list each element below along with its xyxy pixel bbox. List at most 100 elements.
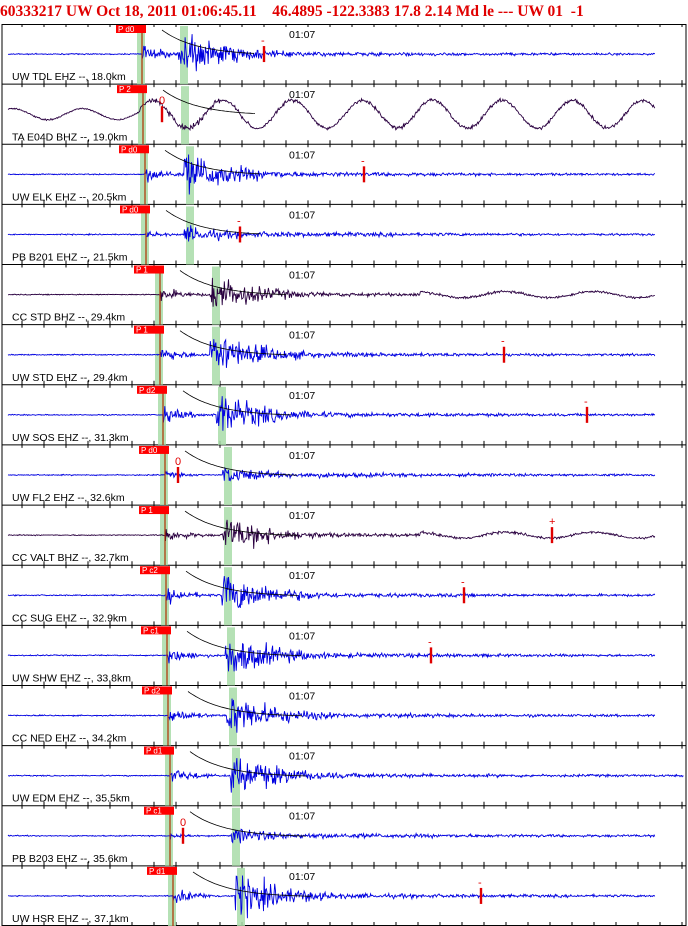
p-window-band — [165, 747, 173, 806]
p-pick-flag — [139, 506, 169, 515]
p-pick-label: P 2 — [119, 85, 131, 94]
waveform-trace — [7, 519, 656, 549]
p-pick-flag — [140, 566, 170, 575]
coda-curve — [179, 270, 287, 295]
p-window-band — [165, 807, 173, 866]
station-label: UW FL2 EHZ --, 32.6km — [12, 492, 125, 504]
p-pick-flag — [134, 325, 164, 334]
coda-curve — [182, 390, 292, 416]
coda-marker-label: - — [501, 336, 505, 348]
coda-curve — [165, 210, 261, 235]
time-label: 01:07 — [289, 29, 315, 41]
p-pick-label: P c1 — [146, 807, 162, 816]
time-label: 01:07 — [289, 89, 315, 101]
coda-curve — [164, 149, 260, 175]
waveform-trace — [7, 758, 684, 793]
p-window-band — [162, 627, 170, 686]
p-pick-flag — [116, 25, 146, 33]
time-label: 01:07 — [289, 570, 315, 582]
p-pick-label: P d2 — [144, 686, 161, 695]
coda-marker-label: - — [361, 155, 365, 167]
p-window-band — [137, 26, 145, 85]
coda-curve — [161, 29, 255, 54]
coda-marker-label: + — [549, 516, 555, 528]
coda-curve — [184, 450, 298, 476]
p-pick-label: P d1 — [149, 867, 166, 876]
s-window-band — [224, 567, 232, 626]
p-pick-flag — [119, 145, 149, 154]
waveform-trace — [7, 575, 656, 608]
p-window-band — [140, 146, 148, 205]
coda-marker-label: 0 — [175, 456, 181, 468]
p-pick-flag — [137, 385, 167, 394]
coda-marker-label: 0 — [180, 817, 186, 829]
station-label: PB B201 EHZ --, 21.5km — [12, 252, 128, 264]
s-window-band — [181, 86, 189, 145]
event-header: 60333217 UW Oct 18, 2011 01:06:45.11 46.… — [0, 0, 688, 24]
s-window-band — [212, 266, 220, 325]
coda-marker-label: - — [461, 576, 465, 588]
p-pick-label: P 1 — [136, 266, 148, 275]
waveform-trace — [7, 828, 656, 844]
station-label: UW HSR EHZ --, 37.1km — [12, 913, 129, 925]
coda-marker-label: 0 — [159, 95, 165, 107]
p-window-band — [158, 386, 166, 445]
p-pick-label: P c1 — [143, 626, 159, 635]
s-window-band — [218, 386, 226, 445]
p-pick-flag — [139, 445, 169, 454]
time-label: 01:07 — [289, 390, 315, 402]
p-pick-flag — [144, 806, 174, 815]
time-label: 01:07 — [289, 330, 315, 342]
time-label: 01:07 — [289, 690, 315, 702]
coda-curve — [179, 330, 287, 356]
coda-marker-label: - — [237, 215, 241, 227]
p-pick-flag — [120, 205, 150, 214]
time-label: 01:07 — [289, 751, 315, 763]
p-window-band — [168, 867, 176, 926]
p-pick-flag — [142, 686, 172, 695]
p-pick-label: P c2 — [142, 566, 158, 575]
station-label: CC STD BHZ --, 29.4km — [12, 312, 125, 324]
s-window-band — [229, 687, 237, 746]
waveform-trace — [7, 225, 656, 242]
event-datetime: Oct 18, 2011 01:06:45.11 — [96, 3, 257, 20]
station-label: UW ELK EHZ --, 20.5km — [12, 191, 127, 203]
time-label: 01:07 — [289, 510, 315, 522]
station-label: UW TDL EHZ --, 18.0km — [12, 71, 126, 83]
s-window-band — [232, 807, 240, 866]
p-window-band — [155, 326, 163, 385]
time-label: 01:07 — [289, 149, 315, 161]
p-pick-label: P d1 — [146, 747, 163, 756]
time-label: 01:07 — [289, 811, 315, 823]
p-pick-label: P 1 — [136, 326, 148, 335]
waveform-trace — [7, 396, 656, 431]
p-pick-label: P d0 — [121, 145, 138, 154]
p-pick-label: P d0 — [141, 446, 158, 455]
station-label: CC SUG EHZ --, 32.9km — [12, 612, 127, 624]
waveform-trace — [7, 277, 655, 307]
p-window-band — [138, 86, 146, 145]
p-pick-label: P d0 — [122, 205, 139, 214]
event-flag: le — [482, 3, 494, 20]
station-label: UW EDM EHZ --, 35.5km — [12, 793, 130, 805]
waveform-trace — [7, 97, 656, 132]
waveform-trace — [7, 154, 656, 195]
coda-curve — [189, 751, 306, 777]
p-window-band — [160, 446, 168, 506]
coda-marker-label: - — [261, 35, 265, 47]
coda-curve — [185, 570, 298, 596]
time-label: 01:07 — [289, 270, 315, 282]
p-window-band — [141, 206, 149, 265]
event-agency: UW — [517, 3, 544, 20]
event-trailing: -1 — [570, 3, 584, 20]
coda-marker-label: - — [428, 636, 432, 648]
coda-curve — [187, 691, 303, 717]
coda-curve — [184, 510, 298, 536]
waveform-trace — [7, 698, 656, 733]
coda-curve — [162, 89, 256, 114]
p-window-band — [160, 507, 168, 566]
waveform-trace — [7, 875, 656, 919]
event-longitude: -122.3383 — [326, 3, 390, 20]
coda-marker-label: - — [478, 877, 482, 889]
p-pick-flag — [144, 746, 174, 755]
